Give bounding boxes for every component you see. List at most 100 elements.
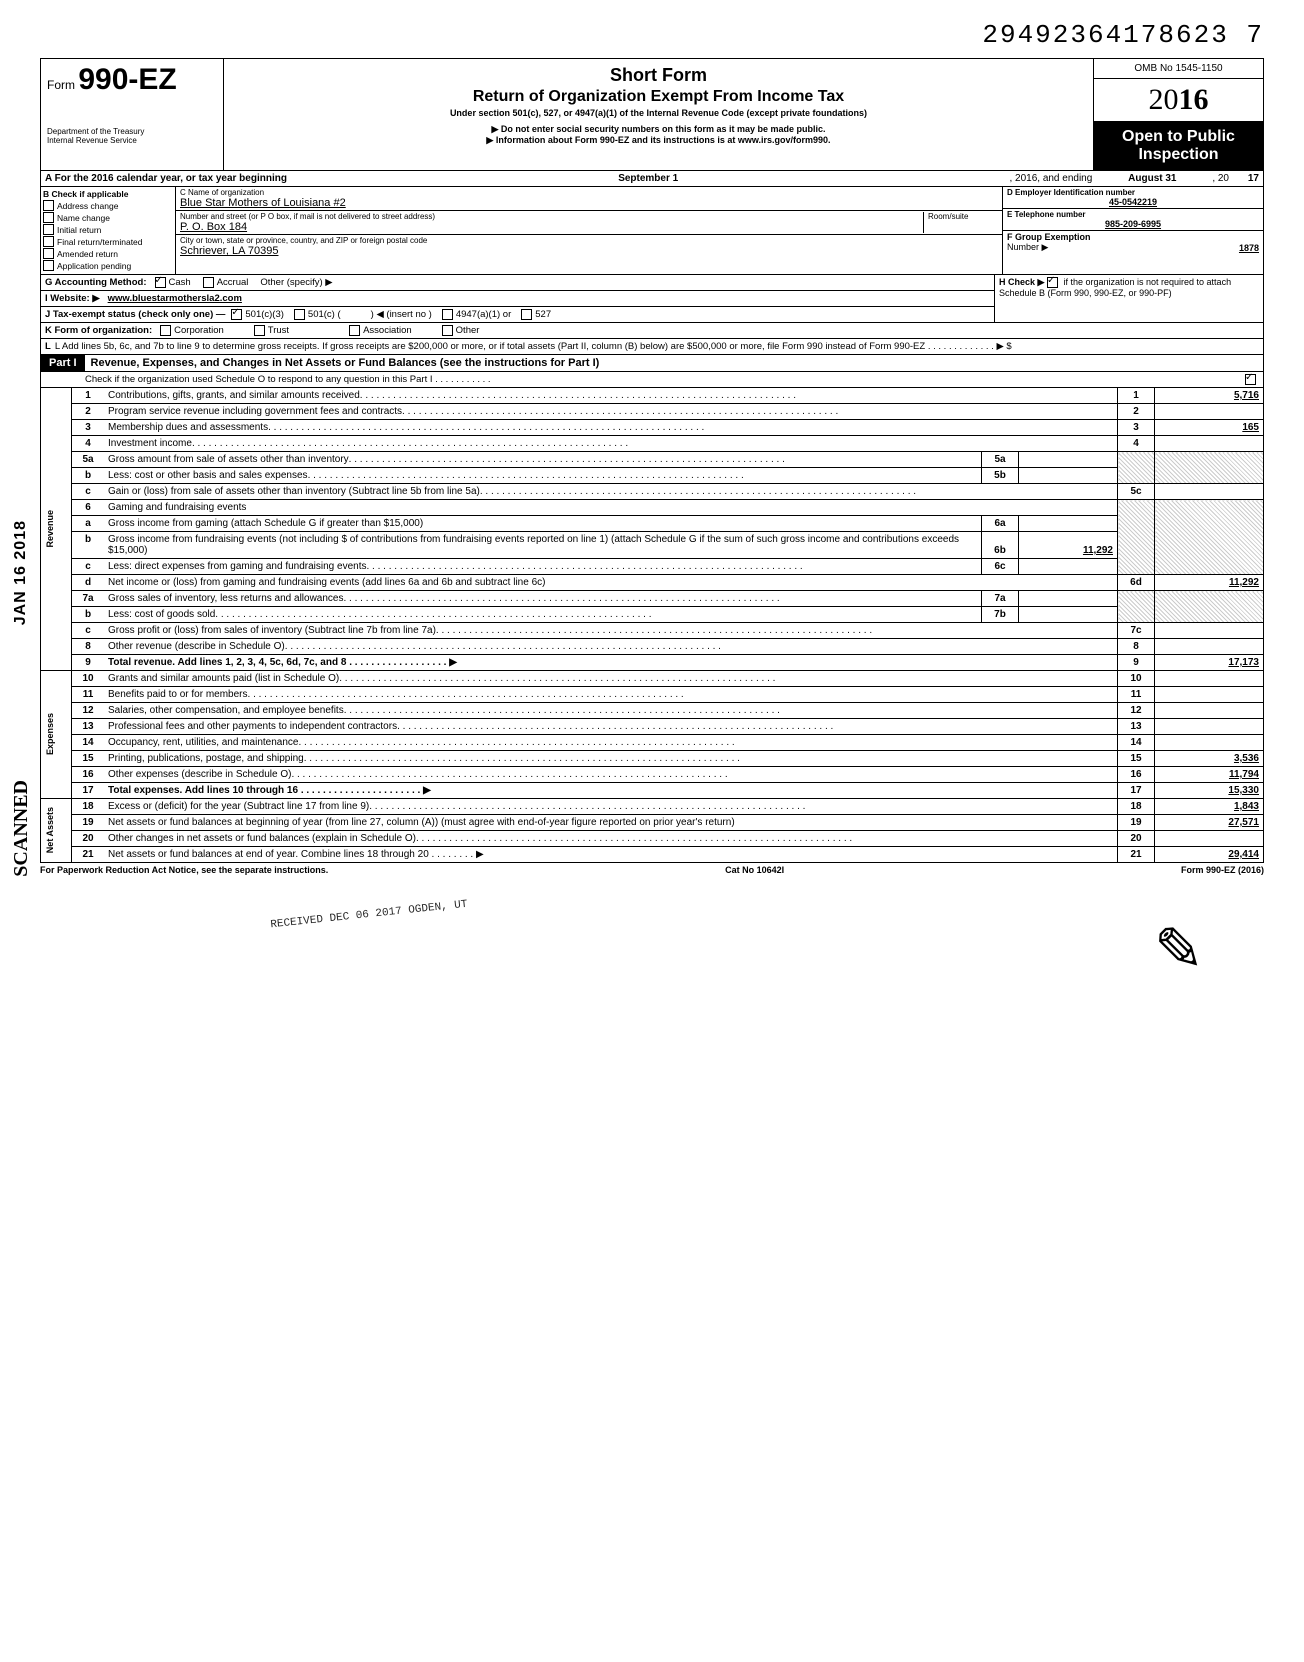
box-f-label2: Number ▶ (1007, 242, 1048, 252)
l6c-desc: Less: direct expenses from gaming and fu… (108, 561, 366, 572)
l5ab-shade (1118, 452, 1155, 484)
l17-rn: 17 (1118, 783, 1155, 799)
l9-num: 9 (72, 655, 105, 671)
l20-num: 20 (72, 831, 105, 847)
l7b-num: b (72, 607, 105, 623)
footer: For Paperwork Reduction Act Notice, see … (40, 865, 1264, 875)
l5c-num: c (72, 484, 105, 500)
row-l: L L Add lines 5b, 6c, and 7b to line 9 t… (40, 339, 1264, 355)
l7a-in-n: 7a (982, 591, 1019, 607)
part-1-check-row: Check if the organization used Schedule … (40, 372, 1264, 388)
chk-corporation[interactable] (160, 325, 171, 336)
omb-number: OMB No 1545-1150 (1093, 59, 1263, 79)
l13-rv (1155, 719, 1264, 735)
chk-schedule-o[interactable] (1245, 374, 1256, 385)
chk-final-return[interactable] (43, 236, 54, 247)
row-k: K Form of organization: Corporation Trus… (40, 323, 1264, 339)
part-1-label: Part I (41, 355, 85, 371)
form-prefix: Form (47, 78, 75, 92)
org-name: Blue Star Mothers of Louisiana #2 (180, 197, 998, 209)
document-id: 29492364178623 7 (40, 20, 1264, 50)
lbl-cash: Cash (169, 277, 191, 288)
chk-amended-return[interactable] (43, 248, 54, 259)
l5a-num: 5a (72, 452, 105, 468)
l20-rv (1155, 831, 1264, 847)
l8-rv (1155, 639, 1264, 655)
chk-application-pending[interactable] (43, 260, 54, 271)
side-revenue: Revenue (41, 388, 72, 671)
box-c-label: C Name of organization (180, 188, 998, 197)
chk-initial-return[interactable] (43, 224, 54, 235)
l21-rv: 29,414 (1155, 847, 1264, 863)
l5b-in-n: 5b (982, 468, 1019, 484)
row-g: G Accounting Method: Cash Accrual Other … (40, 275, 995, 291)
side-expenses: Expenses (41, 671, 72, 799)
l12-desc: Salaries, other compensation, and employ… (108, 705, 344, 716)
lbl-501c: 501(c) ( (308, 309, 341, 320)
l2-desc: Program service revenue including govern… (108, 406, 402, 417)
subtitle-1: Under section 501(c), 527, or 4947(a)(1)… (228, 108, 1089, 118)
row-l-text: L Add lines 5b, 6c, and 7b to line 9 to … (55, 341, 1012, 352)
l6b-in-v: 11,292 (1019, 532, 1118, 559)
dept-irs: Internal Revenue Service (47, 136, 217, 145)
box-d-label: D Employer Identification number (1007, 188, 1259, 197)
lbl-amended-return: Amended return (57, 249, 118, 259)
l7a-desc: Gross sales of inventory, less returns a… (108, 593, 343, 604)
l6a-num: a (72, 516, 105, 532)
l16-rv: 11,794 (1155, 767, 1264, 783)
l8-desc: Other revenue (describe in Schedule O) (108, 641, 285, 652)
l7a-num: 7a (72, 591, 105, 607)
lbl-accrual: Accrual (217, 277, 249, 288)
l19-desc: Net assets or fund balances at beginning… (108, 817, 735, 828)
lbl-corporation: Corporation (174, 325, 224, 336)
l17-num: 17 (72, 783, 105, 799)
l19-rn: 19 (1118, 815, 1155, 831)
l11-desc: Benefits paid to or for members (108, 689, 248, 700)
l12-rv (1155, 703, 1264, 719)
chk-trust[interactable] (254, 325, 265, 336)
l19-rv: 27,571 (1155, 815, 1264, 831)
col-b: B Check if applicable Address change Nam… (41, 187, 176, 274)
chk-association[interactable] (349, 325, 360, 336)
chk-4947[interactable] (442, 309, 453, 320)
l10-rn: 10 (1118, 671, 1155, 687)
row-g-label: G Accounting Method: (45, 277, 147, 288)
l5c-rv (1155, 484, 1264, 500)
chk-name-change[interactable] (43, 212, 54, 223)
chk-accrual[interactable] (203, 277, 214, 288)
scanned-stamp: SCANNED (10, 780, 33, 877)
footer-left: For Paperwork Reduction Act Notice, see … (40, 865, 328, 875)
form-header: Form 990-EZ Department of the Treasury I… (40, 58, 1264, 171)
chk-527[interactable] (521, 309, 532, 320)
l6b-desc: Gross income from fundraising events (no… (108, 534, 959, 556)
l2-rn: 2 (1118, 404, 1155, 420)
row-i-label: I Website: ▶ (45, 293, 100, 304)
l10-num: 10 (72, 671, 105, 687)
l18-desc: Excess or (deficit) for the year (Subtra… (108, 801, 369, 812)
l5a-desc: Gross amount from sale of assets other t… (108, 454, 349, 465)
l1-desc: Contributions, gifts, grants, and simila… (108, 390, 360, 401)
l6d-desc: Net income or (loss) from gaming and fun… (108, 577, 545, 588)
row-a-tax-year: A For the 2016 calendar year, or tax yea… (40, 171, 1264, 187)
l21-desc: Net assets or fund balances at end of ye… (108, 849, 484, 860)
l5b-num: b (72, 468, 105, 484)
l6d-rv: 11,292 (1155, 575, 1264, 591)
l17-desc: Total expenses. Add lines 10 through 16 … (108, 785, 431, 796)
chk-schedule-b[interactable] (1047, 277, 1058, 288)
lbl-final-return: Final return/terminated (57, 237, 143, 247)
chk-address-change[interactable] (43, 200, 54, 211)
chk-501c3[interactable] (231, 309, 242, 320)
l2-num: 2 (72, 404, 105, 420)
chk-501c[interactable] (294, 309, 305, 320)
lbl-initial-return: Initial return (57, 225, 101, 235)
l6b-in-n: 6b (982, 532, 1019, 559)
l19-num: 19 (72, 815, 105, 831)
l7b-in-v (1019, 607, 1118, 623)
l13-num: 13 (72, 719, 105, 735)
chk-other[interactable] (442, 325, 453, 336)
chk-cash[interactable] (155, 277, 166, 288)
l5ab-shade-v (1155, 452, 1264, 484)
block-b-c-d-e-f: B Check if applicable Address change Nam… (40, 187, 1264, 275)
l4-rv (1155, 436, 1264, 452)
row-h: H Check ▶ if the organization is not req… (995, 275, 1264, 323)
